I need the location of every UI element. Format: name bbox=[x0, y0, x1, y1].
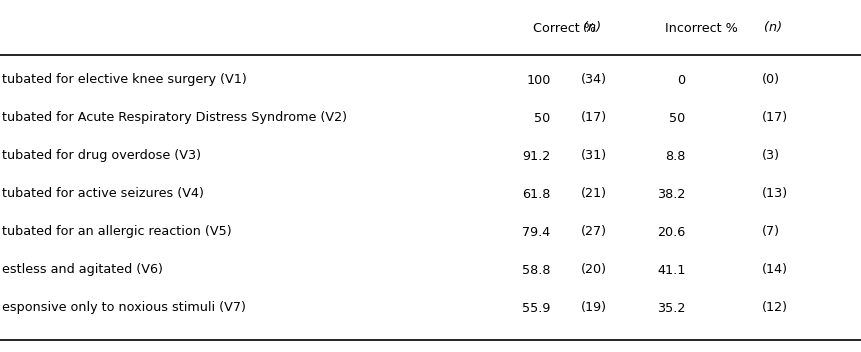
Text: 91.2: 91.2 bbox=[522, 150, 550, 163]
Text: (12): (12) bbox=[761, 302, 787, 314]
Text: 50: 50 bbox=[668, 112, 684, 125]
Text: 20.6: 20.6 bbox=[656, 226, 684, 239]
Text: 55.9: 55.9 bbox=[522, 302, 550, 314]
Text: 100: 100 bbox=[526, 74, 550, 87]
Text: estless and agitated (V6): estless and agitated (V6) bbox=[2, 264, 163, 277]
Text: (7): (7) bbox=[761, 226, 779, 239]
Text: tubated for elective knee surgery (V1): tubated for elective knee surgery (V1) bbox=[2, 74, 246, 87]
Text: (20): (20) bbox=[580, 264, 606, 277]
Text: 58.8: 58.8 bbox=[522, 264, 550, 277]
Text: (31): (31) bbox=[580, 150, 607, 163]
Text: 50: 50 bbox=[534, 112, 550, 125]
Text: esponsive only to noxious stimuli (V7): esponsive only to noxious stimuli (V7) bbox=[2, 302, 245, 314]
Text: (13): (13) bbox=[761, 188, 788, 201]
Text: tubated for Acute Respiratory Distress Syndrome (V2): tubated for Acute Respiratory Distress S… bbox=[2, 112, 346, 125]
Text: (n): (n) bbox=[579, 21, 601, 34]
Text: (19): (19) bbox=[580, 302, 606, 314]
Text: Correct %: Correct % bbox=[532, 21, 595, 34]
Text: (14): (14) bbox=[761, 264, 787, 277]
Text: (3): (3) bbox=[761, 150, 779, 163]
Text: (17): (17) bbox=[580, 112, 607, 125]
Text: (21): (21) bbox=[580, 188, 606, 201]
Text: 41.1: 41.1 bbox=[656, 264, 684, 277]
Text: (34): (34) bbox=[580, 74, 606, 87]
Text: 35.2: 35.2 bbox=[656, 302, 684, 314]
Text: 0: 0 bbox=[677, 74, 684, 87]
Text: (17): (17) bbox=[761, 112, 788, 125]
Text: tubated for active seizures (V4): tubated for active seizures (V4) bbox=[2, 188, 203, 201]
Text: (27): (27) bbox=[580, 226, 606, 239]
Text: tubated for drug overdose (V3): tubated for drug overdose (V3) bbox=[2, 150, 201, 163]
Text: (0): (0) bbox=[761, 74, 779, 87]
Text: 61.8: 61.8 bbox=[522, 188, 550, 201]
Text: 8.8: 8.8 bbox=[665, 150, 684, 163]
Text: (n): (n) bbox=[759, 21, 782, 34]
Text: 79.4: 79.4 bbox=[522, 226, 550, 239]
Text: Incorrect %: Incorrect % bbox=[665, 21, 738, 34]
Text: 38.2: 38.2 bbox=[656, 188, 684, 201]
Text: tubated for an allergic reaction (V5): tubated for an allergic reaction (V5) bbox=[2, 226, 231, 239]
